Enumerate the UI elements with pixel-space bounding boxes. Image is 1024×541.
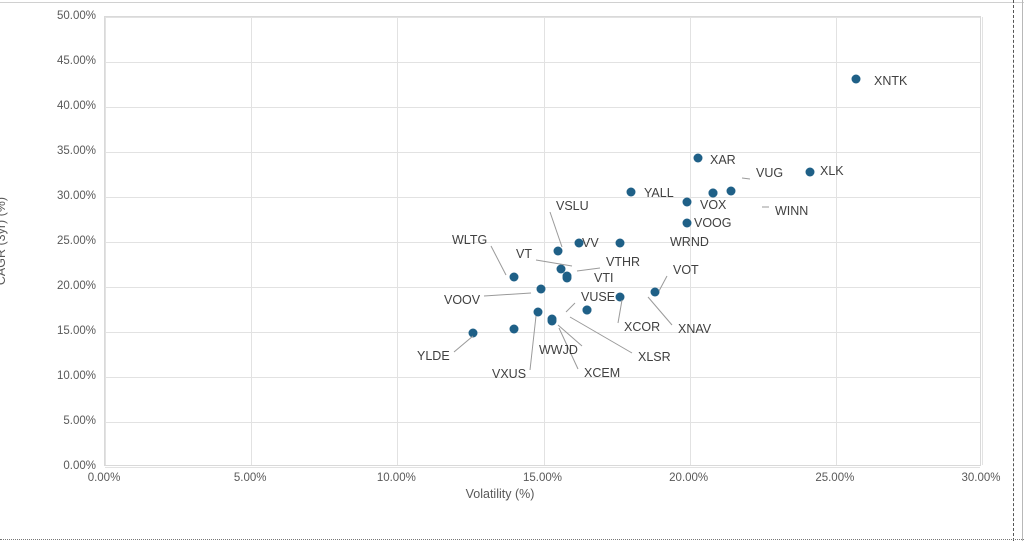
x-axis-tick-label: 0.00%	[87, 472, 121, 484]
gridline-vertical	[689, 17, 691, 465]
data-point-label: WWJD	[539, 343, 578, 357]
gridline-vertical	[982, 17, 983, 465]
gridline-vertical	[835, 17, 837, 465]
data-point[interactable]	[626, 187, 636, 197]
data-point[interactable]	[615, 238, 624, 248]
data-point-label: VV	[582, 236, 599, 250]
data-point[interactable]	[582, 305, 592, 314]
data-point[interactable]	[556, 264, 566, 274]
y-axis-tick-label: 20.00%	[56, 280, 96, 292]
data-point[interactable]	[851, 74, 861, 84]
data-point[interactable]	[682, 197, 692, 207]
y-axis-tick-label: 25.00%	[56, 235, 96, 247]
plot-area	[104, 16, 983, 468]
data-point[interactable]	[509, 324, 519, 334]
sheet-bottom-edge	[0, 539, 1024, 540]
x-axis-tick-label: 20.00%	[669, 472, 709, 484]
data-point-label: XCEM	[584, 366, 621, 380]
gridline-horizontal	[105, 17, 980, 18]
data-point[interactable]	[533, 307, 543, 317]
scatter-chart: XNTK XAR XLK VUG WINN VOX YALL VOOG VOT WRND VV VSL…	[0, 10, 1001, 501]
data-point[interactable]	[574, 238, 584, 248]
y-axis-tick-label: 50.00%	[56, 10, 96, 22]
data-point-label: YLDE	[417, 349, 450, 363]
data-point-label: WLTG	[452, 233, 488, 247]
data-point[interactable]	[553, 246, 563, 256]
gridline-horizontal	[105, 62, 980, 63]
x-axis-tick-label: 5.00%	[233, 472, 267, 484]
data-point[interactable]	[693, 153, 703, 163]
gridline-vertical	[105, 17, 106, 465]
data-point[interactable]	[536, 284, 546, 294]
data-point-label: VTHR	[606, 255, 641, 269]
gridline-horizontal	[105, 377, 980, 378]
data-point[interactable]	[726, 186, 736, 196]
y-axis-tick-label: 10.00%	[56, 370, 96, 382]
gridline-vertical	[543, 17, 545, 465]
data-point-label: WRND	[670, 235, 709, 249]
data-point-label: VOOG	[694, 216, 732, 230]
data-point-label: XCOR	[624, 320, 661, 334]
data-point-label: VOX	[700, 198, 727, 212]
data-point-label: VSLU	[556, 199, 589, 213]
gridline-horizontal	[105, 197, 980, 198]
data-point-label: VXUS	[492, 367, 527, 381]
sheet-top-rule	[0, 2, 1024, 3]
y-axis-tick-label: 45.00%	[56, 55, 96, 67]
y-axis-tick-label: 30.00%	[56, 190, 96, 202]
gridline-horizontal	[105, 332, 980, 333]
x-axis-tick-label: 25.00%	[815, 472, 855, 484]
page-break-line	[1013, 0, 1014, 541]
data-point-label: YALL	[644, 186, 674, 200]
data-point[interactable]	[615, 292, 624, 302]
data-point-label: XNTK	[874, 74, 908, 88]
y-axis-tick-label: 5.00%	[63, 415, 96, 427]
y-axis-title: CAGR (3yr) (%)	[0, 196, 8, 286]
y-axis-tick-label: 40.00%	[56, 100, 96, 112]
y-axis-tick-label: 35.00%	[56, 145, 96, 157]
data-point[interactable]	[562, 273, 572, 283]
data-point[interactable]	[547, 316, 557, 326]
data-point[interactable]	[708, 188, 718, 197]
data-point-label: VTI	[594, 271, 614, 285]
gridline-horizontal	[105, 422, 980, 423]
data-point-label: XAR	[710, 153, 736, 167]
data-point[interactable]	[805, 167, 815, 177]
data-point-label: VUG	[756, 166, 784, 180]
data-point[interactable]	[650, 287, 660, 297]
data-point[interactable]	[682, 218, 692, 228]
gridline-horizontal	[105, 467, 980, 468]
gridline-horizontal	[105, 152, 980, 153]
data-point-label: VOOV	[444, 293, 481, 307]
data-point[interactable]	[468, 328, 478, 338]
data-point[interactable]	[509, 272, 519, 282]
x-axis-tick-label: 10.00%	[376, 472, 416, 484]
gridline-vertical	[251, 17, 253, 465]
y-axis-tick-label: 15.00%	[56, 325, 96, 337]
data-point-label: WINN	[775, 204, 809, 218]
data-point-label: XLSR	[638, 350, 671, 364]
x-axis-title: Volatility (%)	[465, 487, 535, 501]
data-point-label: VUSE	[581, 290, 616, 304]
data-point-label: XLK	[820, 164, 844, 178]
gridline-vertical	[397, 17, 399, 465]
x-axis-tick-label: 30.00%	[961, 472, 1001, 484]
sheet-right-edge	[1022, 0, 1023, 541]
y-axis-tick-label: 0.00%	[63, 460, 96, 472]
gridline-horizontal	[105, 107, 980, 108]
gridline-horizontal	[105, 242, 980, 243]
data-point-label: VT	[516, 247, 532, 261]
data-point-label: VOT	[673, 263, 699, 277]
data-point-label: XNAV	[678, 322, 712, 336]
x-axis-tick-label: 15.00%	[522, 472, 563, 484]
